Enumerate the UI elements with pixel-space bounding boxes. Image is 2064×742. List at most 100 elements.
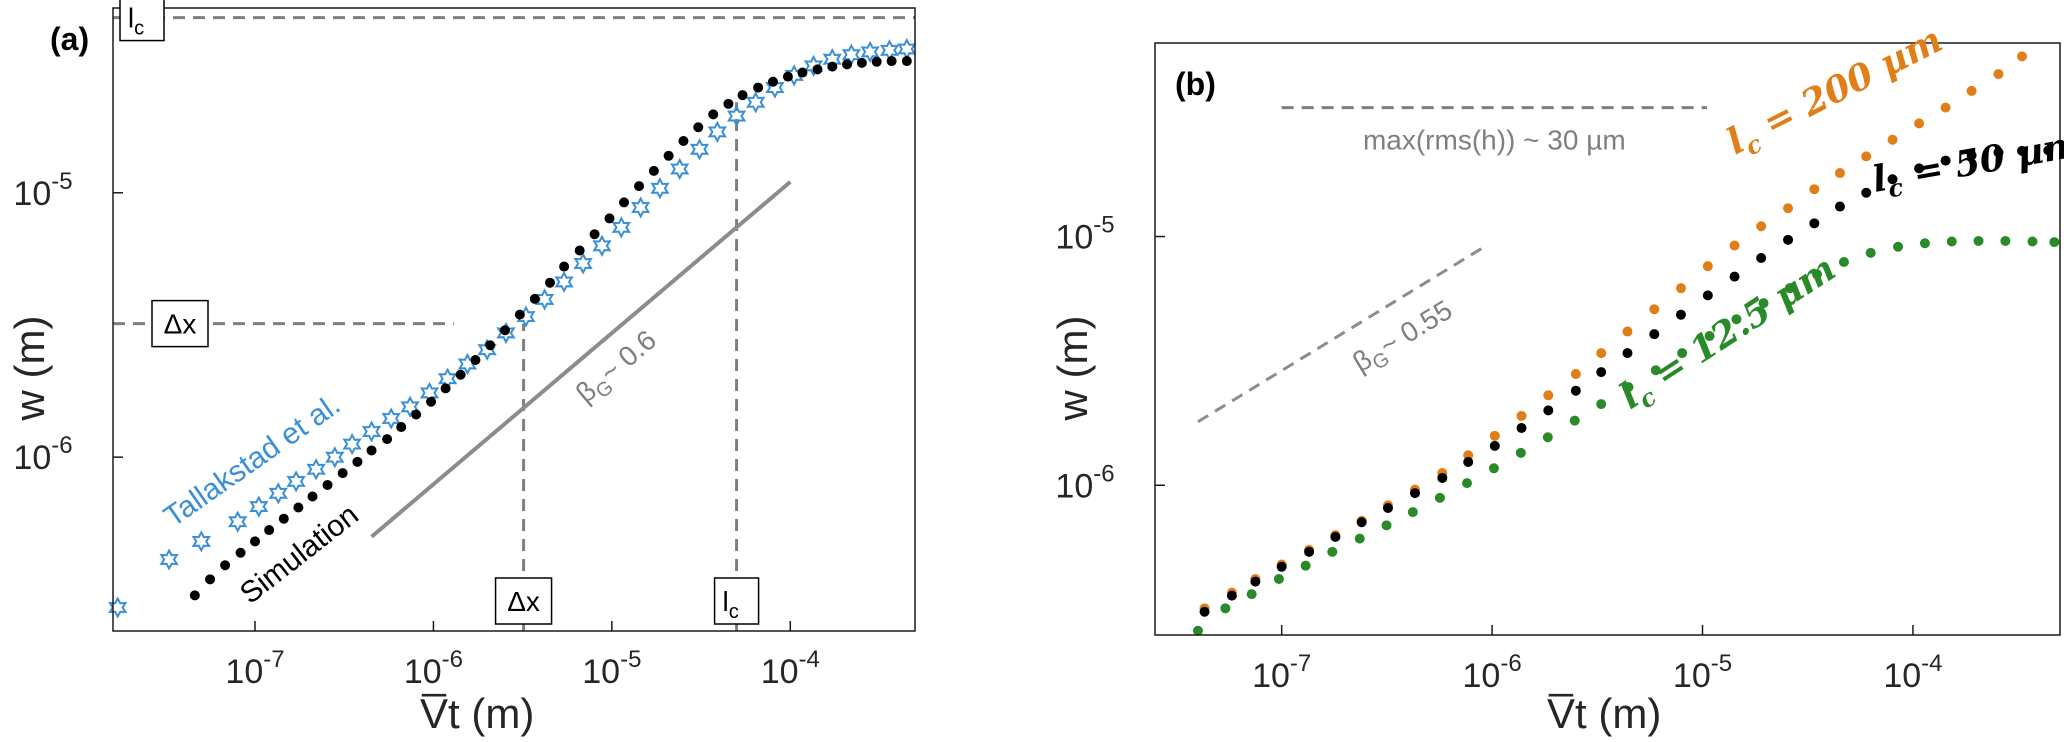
- panel-a-dx-drop-label-text: Δx: [507, 586, 540, 617]
- panel-b-series-1-point: [2043, 145, 2054, 156]
- panel-a-series-1-point: [455, 369, 466, 380]
- panel-a-series-1-point: [426, 396, 437, 407]
- panel-b-series-1-point: [1783, 234, 1794, 245]
- panel-a-series-0-point: [249, 495, 269, 518]
- panel-a-series-1-point: [678, 135, 689, 146]
- panel-b-series-2-point: [1273, 573, 1284, 584]
- panel-a-series-0-point: [670, 157, 690, 181]
- panel-b-series-0-point: [1993, 69, 2004, 80]
- panel-b-series-0-point: [1622, 326, 1633, 337]
- panel-b-series-1-point: [1250, 576, 1261, 587]
- panel-b-series-1-point: [1304, 546, 1315, 557]
- panel-a-series-1-point: [250, 536, 261, 547]
- panel-b-series-0-point: [1649, 304, 1660, 315]
- panel-b-series-0-point: [1675, 283, 1686, 294]
- panel-b-series-1-point: [1675, 309, 1686, 320]
- panel-b-series-0-point: [1966, 85, 1977, 96]
- panel-b-series-2-point: [1704, 331, 1715, 342]
- panel-a-series-1-point: [723, 98, 734, 109]
- panel-b-series-0-point: [1702, 261, 1713, 272]
- panel-a-series-1-point: [812, 64, 823, 75]
- panel-b-series-0-point: [1489, 430, 1500, 441]
- panel-a-series-1-point: [648, 165, 659, 176]
- panel-b-series-2-point: [2027, 236, 2038, 247]
- panel-a-series-0-point: [191, 530, 211, 553]
- panel-b-series-2-point: [1515, 447, 1526, 458]
- panel-a-dx-level-label-text: Δx: [164, 309, 197, 340]
- panel-a-series-1-point: [220, 560, 231, 571]
- panel-b-series-1-point: [1729, 271, 1740, 282]
- panel-a-series-1-point: [901, 56, 912, 67]
- panel-a-series: [108, 37, 917, 619]
- panel-a-series-0-point: [631, 196, 651, 219]
- panel-b-series-1-point: [2017, 145, 2028, 156]
- panel-b-series-2-point: [1919, 238, 1930, 249]
- panel-a-series-0-point: [361, 420, 382, 443]
- panel-b-series-2-point: [1838, 257, 1849, 268]
- panel-b-series-2-point: [1596, 399, 1607, 410]
- panel-a-series-1-point: [604, 213, 615, 224]
- panel-b-series-2-point: [1731, 314, 1742, 325]
- panel-b-series-1-point: [1570, 385, 1581, 396]
- panel-b-series-2-point: [1893, 241, 1904, 252]
- panel-b-series-2-point: [1650, 365, 1661, 376]
- panel-b-series-1-point: [1861, 187, 1872, 198]
- panel-b-ytick-label-0: 10-6: [1055, 460, 1114, 505]
- panel-a-series-0-point: [496, 321, 516, 345]
- panel-b-series-2: [1192, 235, 2060, 636]
- panel-a-series-1-point: [663, 150, 674, 161]
- panel-a-series-1-point: [205, 574, 216, 585]
- panel-b-series-label-2: lc = 12.5 µm: [1612, 247, 1846, 422]
- panel-a-series-1-point: [235, 547, 246, 558]
- panel-b-series-0-point: [1729, 240, 1740, 251]
- panel-b-series-1-point: [1914, 163, 1925, 174]
- panel-a-series-1-point: [708, 109, 719, 120]
- panel-a-series-0-point: [689, 138, 710, 161]
- panel-a-series-1-point: [797, 67, 808, 78]
- panel-a-lc-drop-label-box: [713, 577, 760, 625]
- panel-b-series-2-point: [1542, 432, 1553, 443]
- panel-b-xtick-label-2: 10-5: [1673, 650, 1732, 695]
- panel-b-series-1-point: [1330, 531, 1341, 542]
- panel-a-series-1-point: [529, 293, 540, 304]
- panel-b-series-1-point: [1834, 201, 1845, 212]
- panel-b-series-2-point: [1434, 492, 1445, 503]
- panel-a-series-0-point: [897, 37, 917, 61]
- panel-b-series-2-point: [1327, 546, 1338, 557]
- panel-a-series-1-point: [856, 57, 867, 68]
- panel-a-xtick-label-1: 10-6: [404, 646, 463, 691]
- panel-a-series-0-point: [573, 252, 593, 275]
- panel-b-series-0-point: [1516, 410, 1527, 421]
- panel-a-series-0-point: [745, 91, 766, 114]
- panel-b-series-1-point: [1809, 218, 1820, 229]
- panel-a-series-0-point: [611, 216, 631, 239]
- panel-b-series-1-point: [1622, 348, 1633, 359]
- panel-a-ytick-label-0: 10-6: [13, 432, 72, 477]
- panel-b-series-1: [1199, 145, 2054, 617]
- panel-b-xlabel: V̅t (m): [1547, 690, 1661, 737]
- panel-a-series-1-point: [559, 261, 570, 272]
- panel-b-series-2-point: [1677, 348, 1688, 359]
- panel-a-series-0-point: [286, 470, 306, 493]
- panel-b-series-1-point: [1356, 517, 1367, 528]
- panel-a-series-1-point: [293, 502, 304, 513]
- panel-a-reference-lines: [113, 16, 915, 631]
- panel-a-series-1-point: [411, 409, 422, 420]
- panel-a-series-0-point: [268, 482, 288, 505]
- panel-b-series-1-point: [1940, 155, 1951, 166]
- panel-b-series-1-point: [1702, 290, 1713, 301]
- panel-b-series-1-point: [1382, 503, 1393, 514]
- panel-b-ylabel: w (m): [1049, 316, 1096, 422]
- panel-a-series-1-point: [396, 422, 407, 433]
- panel-b-series-1-point: [1649, 329, 1660, 340]
- panel-a-series-0: [108, 37, 917, 619]
- panel-a-series-1-point: [278, 513, 289, 524]
- panel-a-series-0-point: [592, 234, 612, 257]
- panel-b-xtick-label-0: 10-7: [1252, 650, 1311, 695]
- panel-a-xtick-label-2: 10-5: [582, 646, 641, 691]
- panel-a-tag: (a): [50, 21, 89, 57]
- panel-a-dx-level-label-box: [151, 299, 209, 348]
- panel-a-series-0-point: [325, 446, 345, 469]
